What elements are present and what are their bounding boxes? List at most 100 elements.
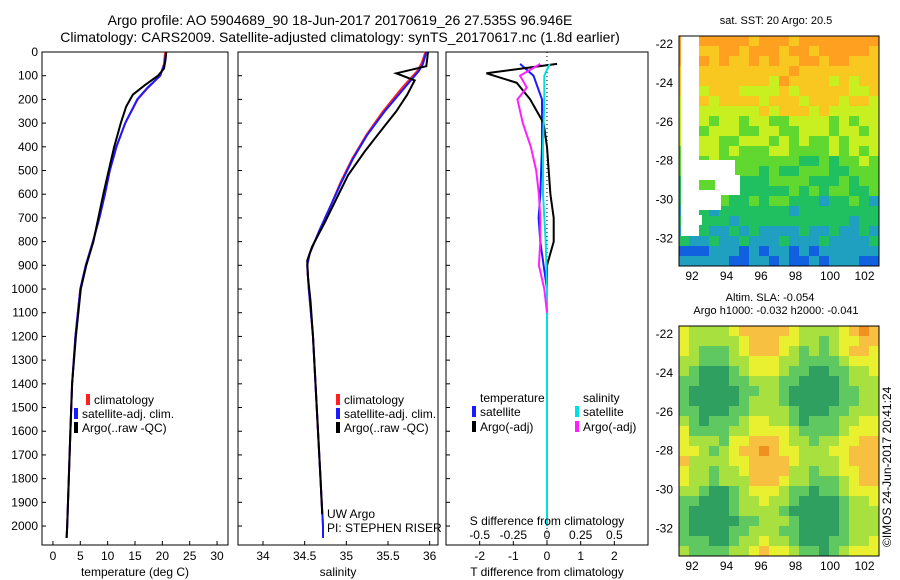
- map-cell: [829, 526, 839, 536]
- map-cell: [839, 546, 849, 556]
- map-cell: [709, 56, 719, 66]
- map-cell: [719, 496, 729, 506]
- map-cell: [829, 456, 839, 466]
- map-cell: [789, 136, 799, 146]
- map-cell: [729, 236, 739, 246]
- map-cell: [839, 166, 849, 176]
- map-cell: [819, 386, 829, 396]
- map-cell: [759, 256, 769, 266]
- map-cell: [719, 246, 729, 256]
- map-cell: [829, 436, 839, 446]
- map-cell: [809, 406, 819, 416]
- map-cell: [719, 416, 729, 426]
- map-cell: [679, 326, 689, 336]
- map-cell: [819, 56, 829, 66]
- map-cell: [679, 466, 689, 476]
- map-cell: [869, 496, 879, 506]
- map-cell: [769, 516, 779, 526]
- map-cell: [819, 466, 829, 476]
- map-cell: [719, 196, 729, 206]
- depth-tick-label: 1900: [11, 495, 38, 509]
- map-cell: [679, 356, 689, 366]
- map-y-tick-label: -24: [656, 76, 674, 90]
- map-cell: [699, 546, 709, 556]
- map-cell: [699, 476, 709, 486]
- map-cell: [809, 236, 819, 246]
- map-cell: [799, 156, 809, 166]
- map-cell: [829, 216, 839, 226]
- depth-tick-label: 800: [18, 235, 38, 249]
- map-cell: [829, 66, 839, 76]
- depth-tick-label: 1000: [11, 282, 38, 296]
- map-cell: [719, 96, 729, 106]
- map-cell: [739, 396, 749, 406]
- map-cell: [799, 506, 809, 516]
- map-cell: [739, 416, 749, 426]
- map-cell: [819, 146, 829, 156]
- map-cell: [849, 226, 859, 236]
- map-cell: [699, 416, 709, 426]
- map-cell: [759, 106, 769, 116]
- map-cell: [709, 466, 719, 476]
- map-cell: [849, 216, 859, 226]
- map-cell: [789, 96, 799, 106]
- map-cell: [729, 56, 739, 66]
- map-cell: [729, 486, 739, 496]
- imos-credit: ©IMOS 24-Jun-2017 20:41:24: [880, 386, 894, 547]
- map-cell: [699, 246, 709, 256]
- map-cell: [739, 506, 749, 516]
- map-cell: [829, 136, 839, 146]
- map-cell: [679, 256, 689, 266]
- map-cell: [749, 366, 759, 376]
- map-cell: [709, 526, 719, 536]
- map-cell: [829, 446, 839, 456]
- map-x-tick-label: 96: [754, 269, 768, 283]
- map-cell: [809, 206, 819, 216]
- map-cell: [809, 256, 819, 266]
- map-cell: [799, 386, 809, 396]
- map-cell: [699, 86, 709, 96]
- map-cell: [689, 526, 699, 536]
- map-cell: [769, 456, 779, 466]
- temperature-panel-frame: [41, 51, 229, 546]
- map-cell: [859, 456, 869, 466]
- map-cell: [799, 186, 809, 196]
- map-cell: [849, 326, 859, 336]
- map-cell: [789, 506, 799, 516]
- salinity-legend: climatology satellite-adj. clim. Argo(..…: [336, 393, 436, 435]
- map-cell: [799, 406, 809, 416]
- map-cell: [789, 116, 799, 126]
- map-cell: [859, 206, 869, 216]
- map-cell: [869, 346, 879, 356]
- map-cell: [819, 196, 829, 206]
- map-cell: [819, 46, 829, 56]
- map-cell: [709, 86, 719, 96]
- map-cell: [779, 256, 789, 266]
- map-cell: [679, 496, 689, 506]
- map-cell: [759, 326, 769, 336]
- map-cell: [809, 336, 819, 346]
- map-cell: [829, 126, 839, 136]
- map-cell: [749, 256, 759, 266]
- map-cell: [729, 86, 739, 96]
- map-cell: [809, 526, 819, 536]
- map-cell: [779, 466, 789, 476]
- map-cell: [839, 416, 849, 426]
- map-cell: [799, 256, 809, 266]
- map-cell: [829, 86, 839, 96]
- map-cell: [869, 196, 879, 206]
- map-cell: [799, 526, 809, 536]
- map-cell: [829, 506, 839, 516]
- map-cell: [859, 416, 869, 426]
- map-cell: [839, 386, 849, 396]
- map-cell: [839, 196, 849, 206]
- map-cell: [839, 56, 849, 66]
- map-cell: [779, 356, 789, 366]
- map-cell: [769, 256, 779, 266]
- map-cell: [739, 256, 749, 266]
- map-cell: [809, 376, 819, 386]
- map-cell: [779, 426, 789, 436]
- map-cell: [789, 436, 799, 446]
- map-cell: [809, 166, 819, 176]
- map-cell: [799, 146, 809, 156]
